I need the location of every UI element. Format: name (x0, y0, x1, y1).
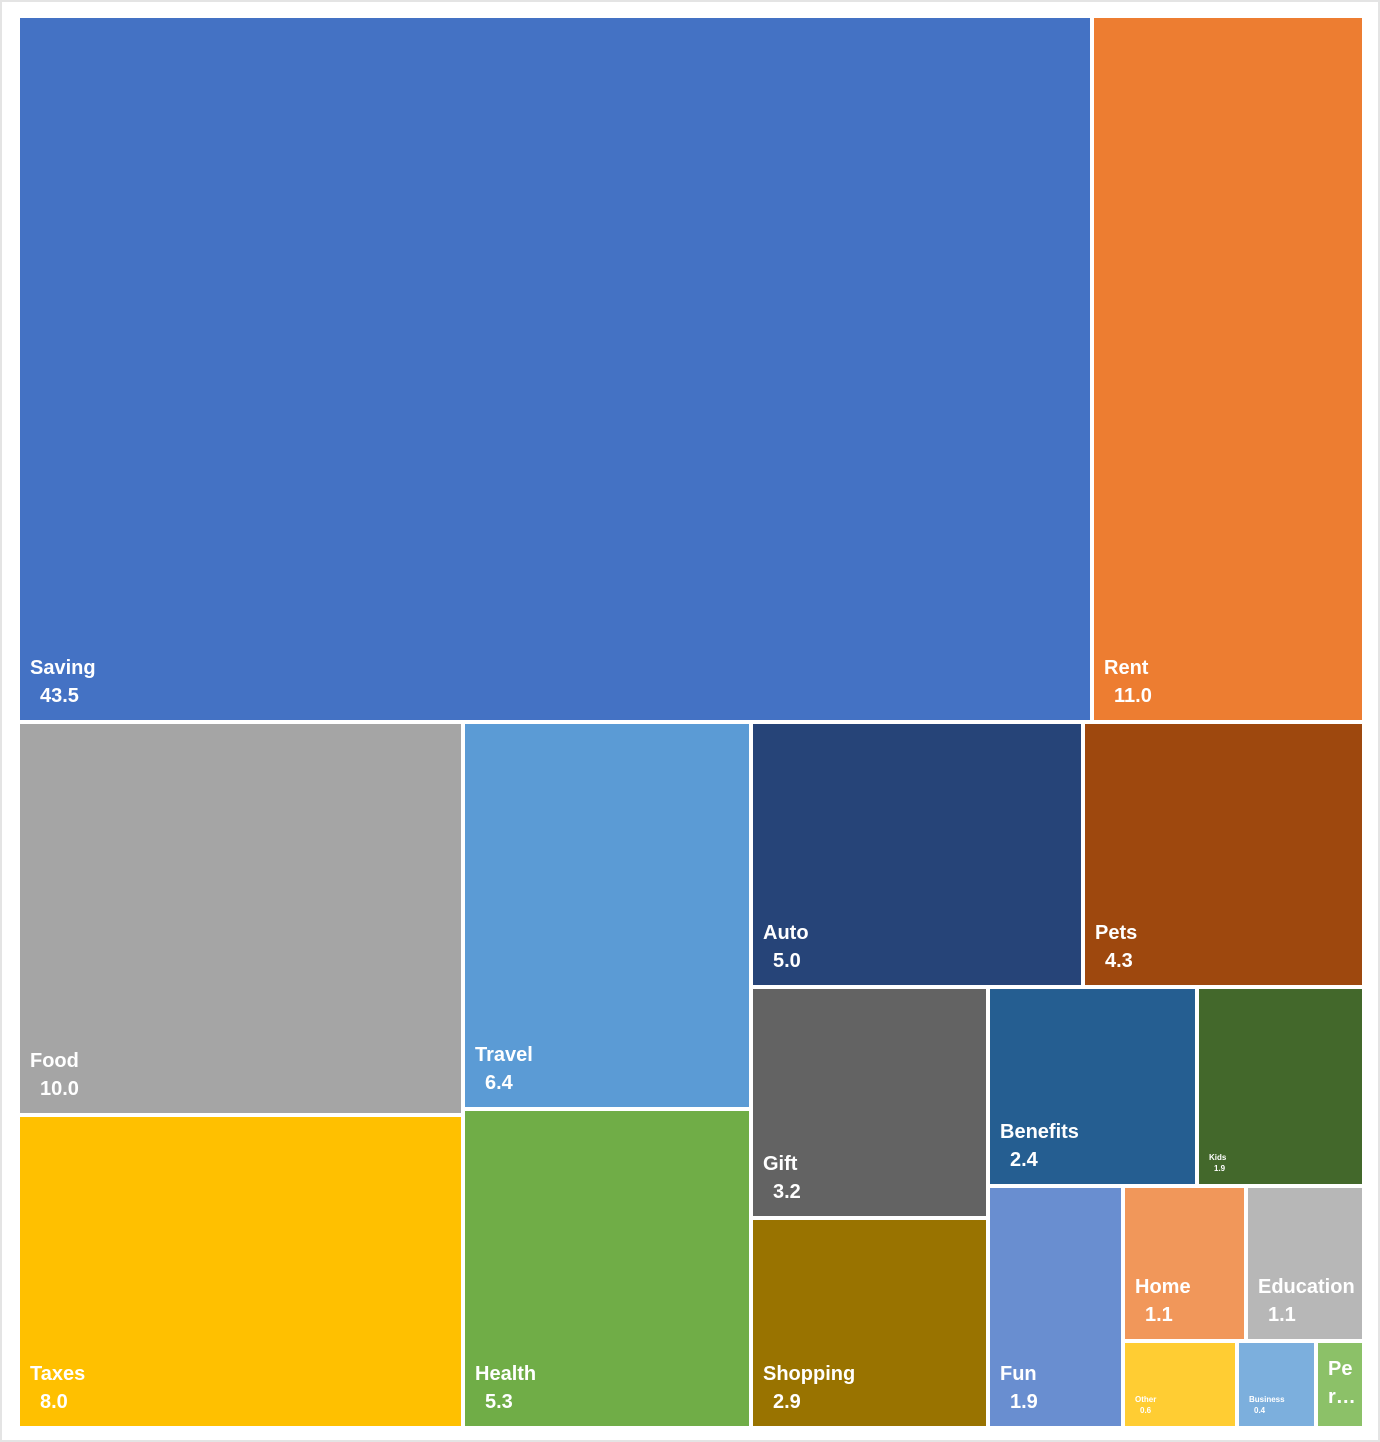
tile-value-label: 0.4 (1254, 1406, 1266, 1415)
tile-label: Auto 5.0 (763, 919, 809, 975)
tile-category-name: Fun (1000, 1363, 1037, 1385)
tile-value-label: 8.0 (40, 1391, 68, 1413)
tile-label: Fun 1.9 (1000, 1360, 1038, 1416)
treemap-tile-taxes: Taxes 8.0 (18, 1115, 463, 1428)
tile-category-name: Pe r… (1328, 1358, 1356, 1408)
tile-category-name: Auto (763, 922, 809, 944)
tile-label: Business 0.4 (1249, 1394, 1285, 1416)
tile-label: Shopping 2.9 (763, 1360, 855, 1416)
tile-value-label: 2.4 (1010, 1149, 1038, 1171)
tile-value-label: 3.2 (773, 1181, 801, 1203)
tile-label: Kids 1.9 (1209, 1152, 1226, 1174)
tile-value-label: 2.9 (773, 1391, 801, 1413)
tile-category-name: Travel (475, 1044, 533, 1066)
tile-label: Saving 43.5 (30, 654, 96, 710)
tile-category-name: Other (1135, 1395, 1157, 1404)
treemap-tile-saving: Saving 43.5 (18, 16, 1092, 722)
tile-category-name: Health (475, 1363, 537, 1385)
treemap-tile-travel: Travel 6.4 (463, 722, 751, 1109)
tile-label: Benefits 2.4 (1000, 1118, 1079, 1174)
tile-value-label: 11.0 (1114, 685, 1152, 707)
treemap-tile-rent: Rent 11.0 (1092, 16, 1364, 722)
tile-value-label: 4.3 (1105, 950, 1133, 972)
tile-value-label: 5.0 (773, 950, 801, 972)
tile-value-label: 6.4 (485, 1072, 513, 1094)
tile-category-name: Education (1258, 1276, 1355, 1298)
treemap-tile-shopping: Shopping 2.9 (751, 1218, 988, 1428)
tile-value-label: 0.6 (1140, 1406, 1152, 1415)
tile-label: Taxes 8.0 (30, 1360, 85, 1416)
tile-label: Education 1.1 (1258, 1273, 1355, 1329)
tile-label: Home 1.1 (1135, 1273, 1191, 1329)
treemap-tile-auto: Auto 5.0 (751, 722, 1083, 987)
tile-value-label: 1.1 (1268, 1304, 1296, 1326)
treemap-tile-other: Other 0.6 (1123, 1341, 1237, 1428)
tile-value-label: 1.9 (1010, 1391, 1038, 1413)
treemap-tile-kids: Kids 1.9 (1197, 987, 1364, 1186)
tile-category-name: Shopping (763, 1363, 856, 1385)
treemap-tile-education: Education 1.1 (1246, 1186, 1364, 1341)
treemap-tile-fun: Fun 1.9 (988, 1186, 1123, 1428)
tile-value-label: 10.0 (40, 1078, 79, 1100)
tile-category-name: Saving (30, 657, 96, 679)
treemap-tile-gift: Gift 3.2 (751, 987, 988, 1218)
tile-category-name: Business (1249, 1395, 1285, 1404)
tile-category-name: Food (30, 1050, 79, 1072)
treemap-tile-pe-r: Pe r… (1316, 1341, 1364, 1428)
tile-label: Other 0.6 (1135, 1394, 1156, 1416)
tile-label: Pe r… (1328, 1355, 1358, 1411)
tile-label: Travel 6.4 (475, 1041, 533, 1097)
treemap-tile-pets: Pets 4.3 (1083, 722, 1364, 987)
treemap-tile-business: Business 0.4 (1237, 1341, 1316, 1428)
treemap-tile-home: Home 1.1 (1123, 1186, 1246, 1341)
tile-category-name: Gift (763, 1153, 798, 1175)
treemap-tile-health: Health 5.3 (463, 1109, 751, 1428)
tile-label: Health 5.3 (475, 1360, 536, 1416)
tile-label: Rent 11.0 (1104, 654, 1152, 710)
tile-category-name: Pets (1095, 922, 1138, 944)
tile-category-name: Home (1135, 1276, 1191, 1298)
tile-label: Gift 3.2 (763, 1150, 801, 1206)
tile-category-name: Rent (1104, 657, 1149, 679)
tile-category-name: Kids (1209, 1153, 1227, 1162)
tile-value-label: 1.9 (1214, 1164, 1226, 1173)
tile-label: Pets 4.3 (1095, 919, 1137, 975)
tile-category-name: Benefits (1000, 1121, 1079, 1143)
tile-value-label: 43.5 (40, 685, 79, 707)
tile-label: Food 10.0 (30, 1047, 79, 1103)
tile-value-label: 5.3 (485, 1391, 513, 1413)
treemap-plot-area: Saving 43.5 Rent 11.0 Food 10.0 Taxes 8.0 Travel… (18, 16, 1364, 1428)
treemap-tile-benefits: Benefits 2.4 (988, 987, 1197, 1186)
tile-value-label: 1.1 (1145, 1304, 1173, 1326)
tile-category-name: Taxes (30, 1363, 86, 1385)
treemap-tile-food: Food 10.0 (18, 722, 463, 1115)
